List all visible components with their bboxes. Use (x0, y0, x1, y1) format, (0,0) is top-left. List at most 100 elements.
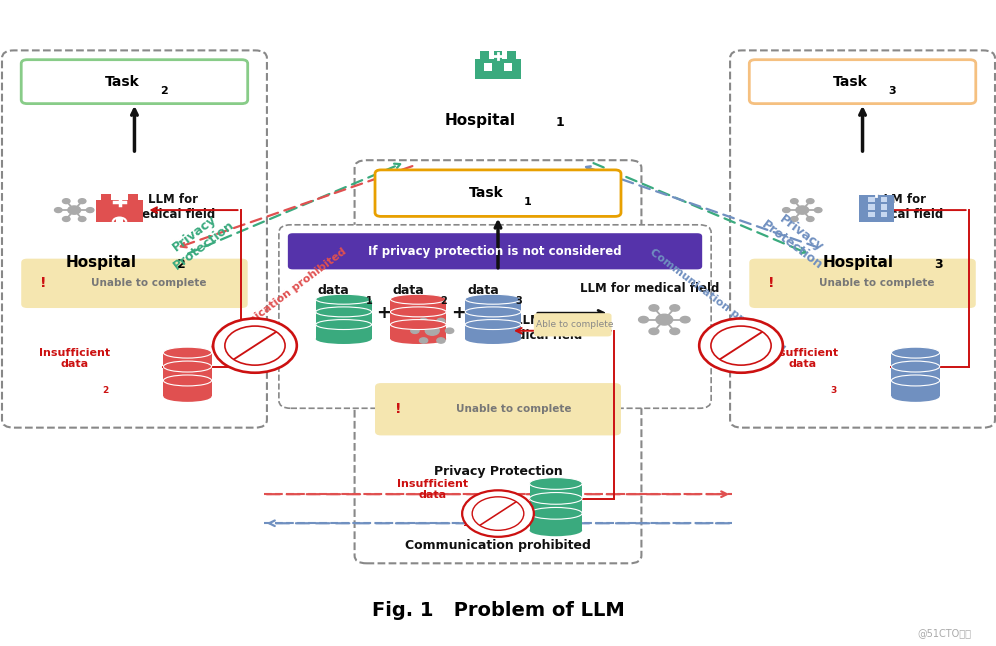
FancyBboxPatch shape (507, 50, 516, 59)
Text: Insufficient
data: Insufficient data (396, 479, 468, 501)
FancyBboxPatch shape (21, 258, 248, 308)
Ellipse shape (163, 347, 211, 358)
Text: LLM for
medical field: LLM for medical field (130, 193, 216, 221)
Text: Insufficient
data: Insufficient data (767, 348, 838, 370)
Text: data: data (318, 284, 350, 297)
FancyBboxPatch shape (868, 212, 874, 217)
FancyBboxPatch shape (880, 197, 887, 202)
FancyBboxPatch shape (504, 63, 512, 70)
FancyBboxPatch shape (891, 353, 939, 397)
FancyBboxPatch shape (279, 225, 711, 408)
Text: Insufficient
data: Insufficient data (39, 348, 110, 370)
FancyBboxPatch shape (860, 194, 893, 222)
Circle shape (79, 199, 86, 203)
FancyBboxPatch shape (316, 299, 372, 339)
Text: Privacy
Protection: Privacy Protection (161, 206, 237, 272)
Circle shape (791, 199, 798, 203)
Circle shape (807, 216, 814, 222)
FancyBboxPatch shape (484, 63, 492, 70)
Text: Able to complete: Able to complete (536, 320, 614, 329)
Text: !: ! (394, 402, 401, 416)
FancyBboxPatch shape (530, 483, 582, 530)
FancyBboxPatch shape (288, 233, 702, 269)
Circle shape (437, 318, 445, 324)
FancyBboxPatch shape (474, 59, 522, 79)
Circle shape (699, 318, 783, 373)
Text: +: + (375, 304, 391, 322)
FancyBboxPatch shape (355, 160, 641, 563)
Circle shape (419, 318, 427, 324)
Ellipse shape (390, 307, 446, 317)
Text: If privacy protection is not considered: If privacy protection is not considered (369, 245, 622, 258)
Text: data: data (392, 284, 424, 297)
FancyBboxPatch shape (749, 59, 976, 103)
Ellipse shape (390, 294, 446, 304)
Ellipse shape (530, 477, 582, 489)
Ellipse shape (316, 307, 372, 317)
Text: Task: Task (106, 75, 139, 89)
Ellipse shape (465, 334, 521, 344)
Ellipse shape (530, 508, 582, 519)
Text: Task: Task (469, 186, 503, 200)
Circle shape (680, 317, 690, 323)
FancyBboxPatch shape (101, 194, 111, 209)
Text: 1: 1 (366, 296, 373, 306)
Text: Unable to complete: Unable to complete (92, 278, 207, 288)
Text: 1: 1 (462, 519, 469, 528)
Text: 3: 3 (934, 258, 943, 271)
FancyBboxPatch shape (880, 205, 887, 210)
FancyBboxPatch shape (880, 212, 887, 217)
Circle shape (815, 207, 822, 213)
Circle shape (656, 314, 672, 325)
Text: 2: 2 (160, 85, 168, 96)
Ellipse shape (390, 320, 446, 329)
Text: LLM for medical field: LLM for medical field (580, 282, 719, 295)
FancyBboxPatch shape (730, 50, 995, 428)
Circle shape (63, 216, 70, 222)
Circle shape (670, 305, 679, 311)
Circle shape (783, 207, 790, 213)
Text: 2: 2 (102, 386, 109, 395)
FancyBboxPatch shape (375, 383, 621, 435)
Circle shape (425, 326, 439, 335)
Circle shape (419, 338, 427, 343)
Ellipse shape (316, 294, 372, 304)
Text: 1: 1 (556, 116, 565, 129)
FancyBboxPatch shape (868, 205, 874, 210)
Ellipse shape (891, 361, 939, 372)
Ellipse shape (891, 391, 939, 402)
FancyBboxPatch shape (465, 299, 521, 339)
FancyBboxPatch shape (534, 313, 612, 337)
Ellipse shape (465, 320, 521, 329)
Circle shape (791, 216, 798, 222)
Circle shape (68, 206, 81, 214)
FancyBboxPatch shape (390, 299, 446, 339)
Circle shape (670, 328, 679, 335)
Circle shape (462, 490, 534, 537)
Ellipse shape (316, 320, 372, 329)
Ellipse shape (530, 492, 582, 505)
Ellipse shape (390, 334, 446, 344)
Text: Unable to complete: Unable to complete (820, 278, 935, 288)
Ellipse shape (163, 375, 211, 386)
Circle shape (649, 305, 658, 311)
FancyBboxPatch shape (868, 197, 874, 202)
Text: !: ! (40, 276, 46, 290)
Text: Hospital: Hospital (66, 255, 137, 270)
Text: Hospital: Hospital (823, 255, 894, 270)
Text: Communication prohibited: Communication prohibited (648, 247, 786, 354)
Text: Task: Task (834, 75, 868, 89)
Text: LLM for
medical field: LLM for medical field (497, 313, 583, 342)
Text: 3: 3 (830, 386, 837, 395)
Ellipse shape (316, 334, 372, 344)
Text: Unable to complete: Unable to complete (456, 404, 572, 414)
Text: 2: 2 (177, 258, 186, 271)
Circle shape (796, 206, 809, 214)
Ellipse shape (465, 294, 521, 304)
FancyBboxPatch shape (128, 194, 138, 209)
Text: !: ! (768, 276, 774, 290)
FancyBboxPatch shape (21, 59, 248, 103)
Text: Privacy Protection: Privacy Protection (433, 465, 563, 478)
FancyBboxPatch shape (2, 50, 267, 428)
Ellipse shape (163, 361, 211, 372)
